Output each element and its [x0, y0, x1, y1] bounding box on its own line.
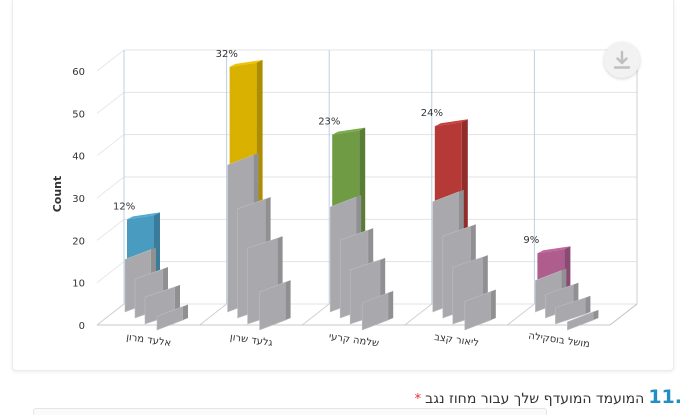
- data-label: 32%: [216, 49, 238, 60]
- required-mark: *: [414, 392, 422, 407]
- y-tick-label: 50: [72, 109, 85, 120]
- gridline-depth: [96, 91, 125, 114]
- floor-separator: [96, 303, 125, 326]
- bar-top: [127, 212, 160, 220]
- floor-separator: [507, 303, 535, 326]
- bar-top: [537, 246, 571, 254]
- gridline-depth: [96, 49, 125, 72]
- gridline-depth: [96, 176, 125, 199]
- x-tick-label: שלמה קרעי: [328, 332, 380, 350]
- background-bar-side: [490, 289, 496, 320]
- data-label: 23%: [318, 117, 340, 128]
- data-label: 12%: [113, 201, 135, 212]
- background-bar-side: [585, 295, 591, 314]
- y-tick-label: 40: [72, 152, 85, 163]
- floor-separator: [199, 303, 227, 326]
- bar-chart: 0 10 20 30 40 50 60 Count 12% אלעד מרון 32% גלעד שר…: [51, 49, 638, 351]
- data-label: 9%: [523, 235, 539, 246]
- floor-separator: [404, 303, 433, 326]
- answer-field[interactable]: [33, 408, 547, 415]
- download-button[interactable]: [604, 42, 640, 78]
- y-tick-label: 10: [72, 279, 85, 290]
- background-bar-side: [183, 304, 188, 320]
- download-icon: [613, 50, 631, 69]
- x-tick-label: ליאור קצב: [433, 332, 479, 349]
- bar-top: [434, 119, 468, 127]
- y-tick-label: 20: [72, 236, 85, 247]
- x-tick-label: מושל בוסקילה: [528, 331, 591, 351]
- question-number: .11: [648, 386, 682, 408]
- bar-top: [332, 127, 366, 135]
- gridline-depth: [96, 218, 125, 241]
- y-tick-label: 0: [79, 321, 85, 332]
- question-header: .11 המועמד המועדף שלך עבור מחוז נגב *: [415, 386, 682, 408]
- question-title: המועמד המועדף שלך עבור מחוז נגב: [425, 391, 645, 407]
- background-bar-side: [388, 290, 394, 320]
- background-bar-side: [593, 309, 599, 320]
- y-tick-label: 30: [72, 194, 85, 205]
- gridline-depth: [96, 261, 125, 284]
- background-bar-side: [285, 280, 291, 320]
- x-tick-label: אלעד מרון: [126, 332, 172, 349]
- chart-panel: 0 10 20 30 40 50 60 Count 12% אלעד מרון 32% גלעד שר…: [12, 0, 674, 371]
- floor-right: [609, 303, 638, 326]
- x-tick-label: גלעד שרון: [229, 332, 273, 349]
- data-label: 24%: [421, 108, 443, 119]
- bar-top: [229, 59, 263, 67]
- y-axis-title: Count: [51, 176, 64, 213]
- background-bar-side: [175, 284, 180, 314]
- gridline-depth: [96, 134, 125, 157]
- y-tick-label: 60: [72, 67, 85, 78]
- floor-separator: [301, 303, 330, 326]
